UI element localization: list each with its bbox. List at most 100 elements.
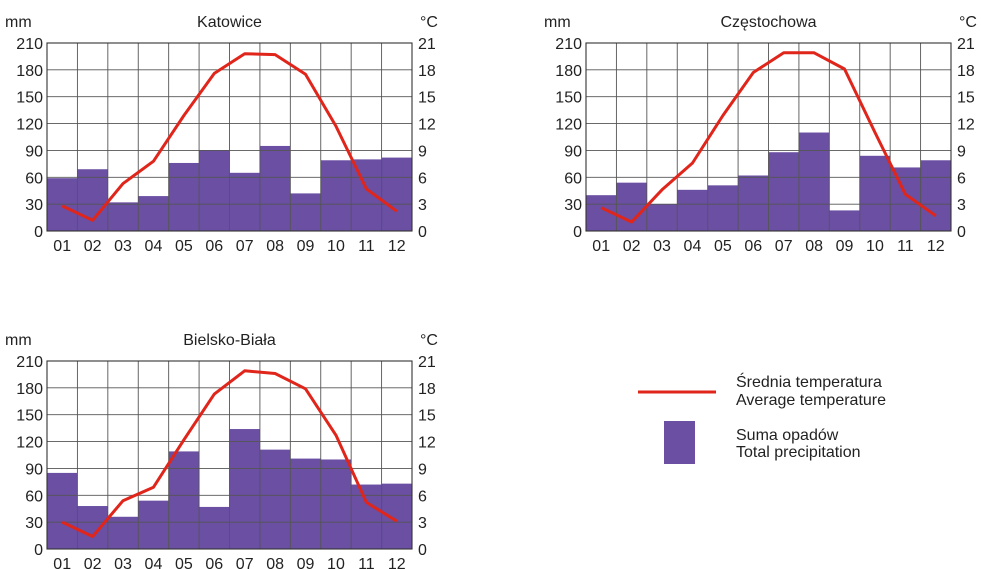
precipitation-bar xyxy=(381,157,412,231)
precipitation-bar xyxy=(920,160,951,231)
y-left-tick-label: 60 xyxy=(25,170,43,187)
precipitation-bar xyxy=(77,506,108,549)
x-tick-label: 09 xyxy=(297,238,315,255)
x-tick-label: 11 xyxy=(358,238,375,255)
precipitation-bar xyxy=(199,506,230,549)
y-right-tick-label: 21 xyxy=(957,36,975,53)
y-left-tick-label: 30 xyxy=(25,197,43,214)
chart-title: Bielsko-Biała xyxy=(183,332,276,349)
y-right-tick-label: 0 xyxy=(418,224,427,241)
y-right-tick-label: 18 xyxy=(418,381,436,398)
precipitation-bar xyxy=(859,155,891,231)
plot-frame xyxy=(585,42,952,232)
legend-precipitation-label-en: Total precipitation xyxy=(736,444,861,461)
right-axis-unit: °C xyxy=(420,332,438,349)
y-left-tick-label: 210 xyxy=(16,354,43,371)
y-left-tick-label: 210 xyxy=(555,36,582,53)
y-right-tick-label: 12 xyxy=(957,117,975,134)
y-right-tick-label: 9 xyxy=(418,461,427,478)
y-left-tick-label: 150 xyxy=(16,408,43,425)
y-right-tick-label: 15 xyxy=(957,90,975,107)
x-tick-label: 06 xyxy=(205,238,223,255)
x-tick-label: 06 xyxy=(744,238,762,255)
precipitation-bar xyxy=(646,204,678,231)
precipitation-bar xyxy=(829,210,860,231)
y-right-tick-label: 6 xyxy=(418,488,427,505)
precipitation-bar xyxy=(138,196,169,231)
x-tick-label: 03 xyxy=(114,556,132,569)
precipitation-bar xyxy=(259,145,291,231)
legend-temperature-label-en: Average temperature xyxy=(736,392,886,409)
y-right-tick-label: 0 xyxy=(418,542,427,559)
y-left-tick-label: 180 xyxy=(555,63,582,80)
y-left-tick-label: 120 xyxy=(16,117,43,134)
y-left-tick-label: 180 xyxy=(16,381,43,398)
x-tick-label: 09 xyxy=(836,238,854,255)
precipitation-bar xyxy=(138,500,169,549)
precipitation-bar xyxy=(199,150,230,231)
y-left-tick-label: 60 xyxy=(564,170,582,187)
y-right-tick-label: 3 xyxy=(957,197,966,214)
chart-title: Katowice xyxy=(197,14,262,31)
x-tick-label: 04 xyxy=(145,238,163,255)
x-tick-label: 03 xyxy=(653,238,671,255)
x-tick-label: 02 xyxy=(84,238,102,255)
precipitation-bar xyxy=(890,167,921,231)
x-tick-label: 05 xyxy=(175,238,193,255)
y-right-tick-label: 15 xyxy=(418,90,436,107)
x-tick-label: 01 xyxy=(592,238,610,255)
precipitation-bar xyxy=(768,152,799,231)
x-tick-label: 11 xyxy=(897,238,914,255)
precipitation-bar xyxy=(351,484,382,549)
temperature-line xyxy=(61,52,398,222)
precipitation-bar xyxy=(229,172,260,231)
y-right-tick-label: 9 xyxy=(418,143,427,160)
x-tick-label: 08 xyxy=(805,238,823,255)
y-right-tick-label: 15 xyxy=(418,408,436,425)
precipitation-bar xyxy=(47,472,78,549)
precipitation-bar xyxy=(616,182,647,231)
precipitation-bar xyxy=(677,189,708,231)
left-axis-unit: mm xyxy=(5,332,32,349)
y-left-tick-label: 90 xyxy=(25,143,43,160)
y-left-tick-label: 60 xyxy=(25,488,43,505)
x-tick-label: 07 xyxy=(236,238,254,255)
legend-precipitation-label-pl: Suma opadów xyxy=(736,427,839,444)
y-left-tick-label: 180 xyxy=(16,63,43,80)
x-tick-label: 01 xyxy=(53,238,71,255)
x-tick-label: 07 xyxy=(236,556,254,569)
x-tick-label: 02 xyxy=(84,556,102,569)
x-tick-label: 12 xyxy=(388,238,406,255)
precipitation-bar xyxy=(259,449,291,549)
x-tick-label: 07 xyxy=(775,238,793,255)
precipitation-bar xyxy=(168,451,200,549)
y-left-tick-label: 120 xyxy=(16,435,43,452)
y-left-tick-label: 0 xyxy=(34,224,43,241)
x-tick-label: 10 xyxy=(327,556,345,569)
x-tick-label: 04 xyxy=(684,238,702,255)
x-tick-label: 01 xyxy=(53,556,71,569)
legend: Średnia temperatura Average temperature … xyxy=(638,372,886,464)
y-right-tick-label: 21 xyxy=(418,36,436,53)
legend-temperature-label-pl: Średnia temperatura xyxy=(736,372,882,391)
x-tick-label: 12 xyxy=(927,238,945,255)
y-left-tick-label: 150 xyxy=(16,90,43,107)
left-axis-unit: mm xyxy=(5,14,32,31)
precipitation-bar xyxy=(290,193,321,231)
y-left-tick-label: 210 xyxy=(16,36,43,53)
right-axis-unit: °C xyxy=(420,14,438,31)
x-tick-label: 06 xyxy=(205,556,223,569)
precipitation-bar xyxy=(707,185,739,231)
y-right-tick-label: 12 xyxy=(418,117,436,134)
y-left-tick-label: 0 xyxy=(34,542,43,559)
precipitation-bar xyxy=(229,429,260,549)
precipitation-bar xyxy=(320,160,352,231)
x-tick-label: 10 xyxy=(327,238,345,255)
temperature-line xyxy=(600,51,937,224)
x-tick-label: 09 xyxy=(297,556,315,569)
precipitation-bar xyxy=(107,202,139,231)
plot-frame xyxy=(46,42,413,232)
